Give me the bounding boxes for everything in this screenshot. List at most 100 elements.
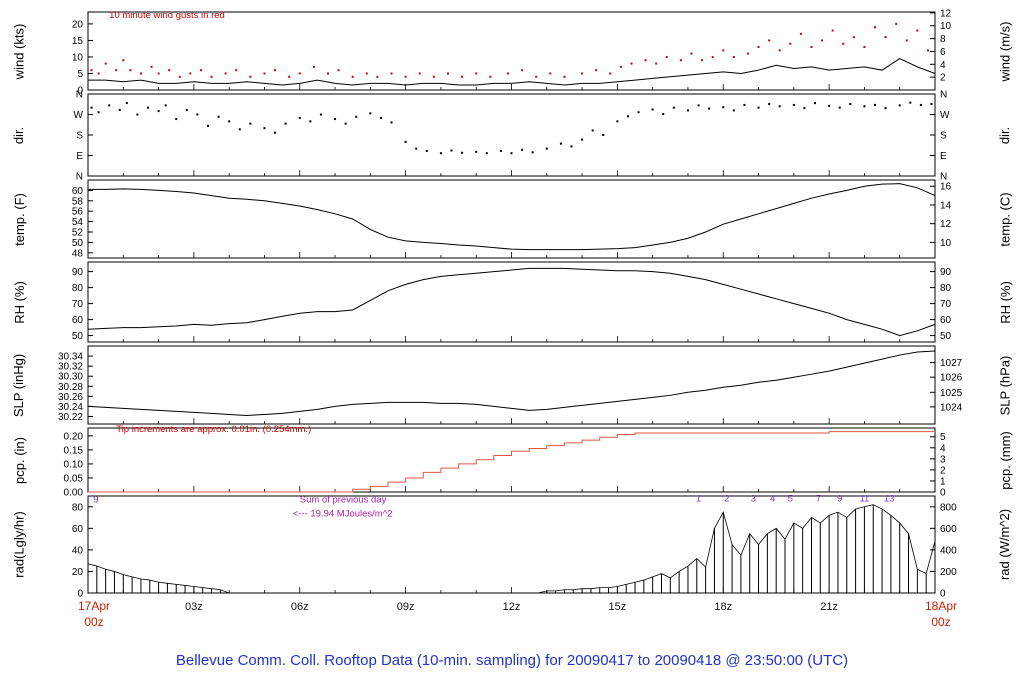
xtick-label: 21z — [820, 601, 838, 613]
xtick-label: 03z — [185, 601, 203, 613]
annotation-text: 10 minute wind gusts in red — [109, 10, 225, 21]
ytick-label: 30.22 — [58, 412, 83, 423]
ytick-label: 60 — [72, 524, 84, 535]
ytick-label: 1 — [940, 476, 946, 487]
series-precip-accum-in — [88, 431, 935, 493]
y-axis-label-slp-right: SLP (hPa) — [988, 346, 1022, 424]
ytick-label: 20 — [72, 567, 84, 578]
ytick-label: 6 — [940, 47, 946, 58]
y-axis-label-wind-right: wind (m/s) — [988, 12, 1022, 90]
annotation-text: 3 — [751, 493, 756, 504]
ytick-label: S — [76, 131, 83, 142]
y-axis-label-text: SLP (inHg) — [11, 353, 27, 417]
y-axis-label-rh-right: RH (%) — [988, 262, 1022, 342]
ytick-label: 12 — [940, 219, 952, 230]
ytick-label: 60 — [72, 315, 84, 326]
ytick-label: 0.10 — [64, 459, 84, 470]
ytick-label: 16 — [940, 182, 952, 193]
ytick-label: 54 — [72, 217, 84, 228]
x-axis-date-label: 00z — [84, 615, 103, 629]
xtick-label: 15z — [609, 601, 627, 613]
y-axis-label-text: pcp. (in) — [11, 436, 27, 484]
ytick-label: 52 — [72, 228, 84, 239]
y-axis-label-rad-left: rad(Lgly/hr) — [2, 496, 36, 593]
y-axis-label-text: rad (W/m^2) — [997, 508, 1013, 581]
ytick-label: 30.34 — [58, 352, 83, 363]
ytick-label: 4 — [940, 443, 946, 454]
ytick-label: E — [940, 151, 947, 162]
ytick-label: 0.05 — [64, 473, 84, 484]
ytick-label: 10 — [72, 52, 84, 63]
ytick-label: 10 — [940, 21, 952, 32]
annotation-text: 13 — [884, 493, 895, 504]
ytick-label: 5 — [77, 69, 83, 80]
ytick-label: 50 — [72, 331, 84, 342]
ytick-label: 56 — [72, 207, 84, 218]
series-sea-level-pressure-inhg — [87, 350, 936, 416]
xtick-label: 06z — [291, 601, 309, 613]
xtick-label: 12z — [503, 601, 521, 613]
y-axis-label-text: temp. (F) — [11, 192, 27, 246]
ytick-label: 70 — [72, 299, 84, 310]
series-relative-humidity-pct — [87, 267, 936, 337]
ytick-label: 0.00 — [64, 488, 84, 499]
panel-pcp-frame — [87, 427, 936, 493]
ytick-label: 20 — [72, 19, 84, 30]
ytick-label: 2 — [940, 465, 946, 476]
y-axis-label-pcp-left: pcp. (in) — [2, 428, 36, 492]
y-axis-label-wind-left: wind (kts) — [2, 12, 36, 90]
ytick-label: 80 — [940, 283, 952, 294]
ytick-label: 2 — [940, 73, 946, 84]
y-axis-label-temp-left: temp. (F) — [2, 180, 36, 258]
y-axis-label-text: RH (%) — [997, 280, 1013, 324]
ytick-label: 4 — [940, 60, 946, 71]
ytick-label: 0 — [940, 589, 946, 600]
ytick-label: 0.15 — [64, 445, 84, 456]
series-solar-radiation-lgly-hr — [87, 504, 936, 593]
annotation-text: <--- 19.94 MJoules/m^2 — [293, 508, 393, 519]
ytick-label: 90 — [940, 267, 952, 278]
panel-slp-frame — [87, 345, 936, 425]
y-axis-label-temp-right: temp. (C) — [988, 180, 1022, 258]
ytick-label: 60 — [940, 315, 952, 326]
ytick-label: 1024 — [940, 402, 963, 413]
ytick-label: 30.32 — [58, 362, 83, 373]
ytick-label: 0 — [77, 86, 83, 97]
annotation-text: 4 — [770, 493, 775, 504]
ytick-label: E — [76, 151, 83, 162]
ytick-label: 5 — [940, 432, 946, 443]
ytick-label: 80 — [72, 502, 84, 513]
series-wind-speed-kts — [88, 58, 936, 86]
annotation-text: 5 — [788, 493, 793, 504]
ytick-label: 400 — [940, 545, 957, 556]
y-axis-label-text: wind (kts) — [11, 23, 27, 79]
y-axis-label-slp-left: SLP (inHg) — [2, 346, 36, 424]
ytick-label: N — [940, 172, 947, 183]
y-axis-label-pcp-right: pcp. (mm) — [988, 428, 1022, 492]
ytick-label: 30.26 — [58, 392, 83, 403]
ytick-label: 10 — [940, 238, 952, 249]
ytick-label: 30.30 — [58, 372, 83, 383]
ytick-label: S — [940, 131, 947, 142]
ytick-label: 1026 — [940, 373, 963, 384]
x-axis-date-label: 00z — [931, 615, 950, 629]
ytick-label: W — [940, 110, 950, 121]
y-axis-label-text: wind (m/s) — [997, 21, 1013, 81]
ytick-label: 600 — [940, 524, 957, 535]
annotation-text: 2 — [724, 493, 729, 504]
annotation-text: 11 — [859, 493, 869, 504]
panel-temp-frame — [87, 179, 936, 259]
ytick-label: 3 — [940, 454, 946, 465]
series-wind-direction-deg — [90, 101, 933, 155]
panel-rad-frame — [87, 495, 936, 594]
x-axis-date-label: 17Apr — [78, 599, 110, 613]
annotation-text: Tip increments are approx. 0.01in. (0.25… — [116, 424, 311, 435]
annotation-text: 9 — [837, 493, 842, 504]
ytick-label: 0 — [77, 589, 83, 600]
series-wind-gusts-kts — [90, 22, 929, 78]
panel-rh-frame — [87, 261, 936, 343]
series-temperature-f — [88, 183, 936, 251]
panel-dir-frame — [87, 93, 936, 177]
ytick-label: 60 — [72, 186, 84, 197]
